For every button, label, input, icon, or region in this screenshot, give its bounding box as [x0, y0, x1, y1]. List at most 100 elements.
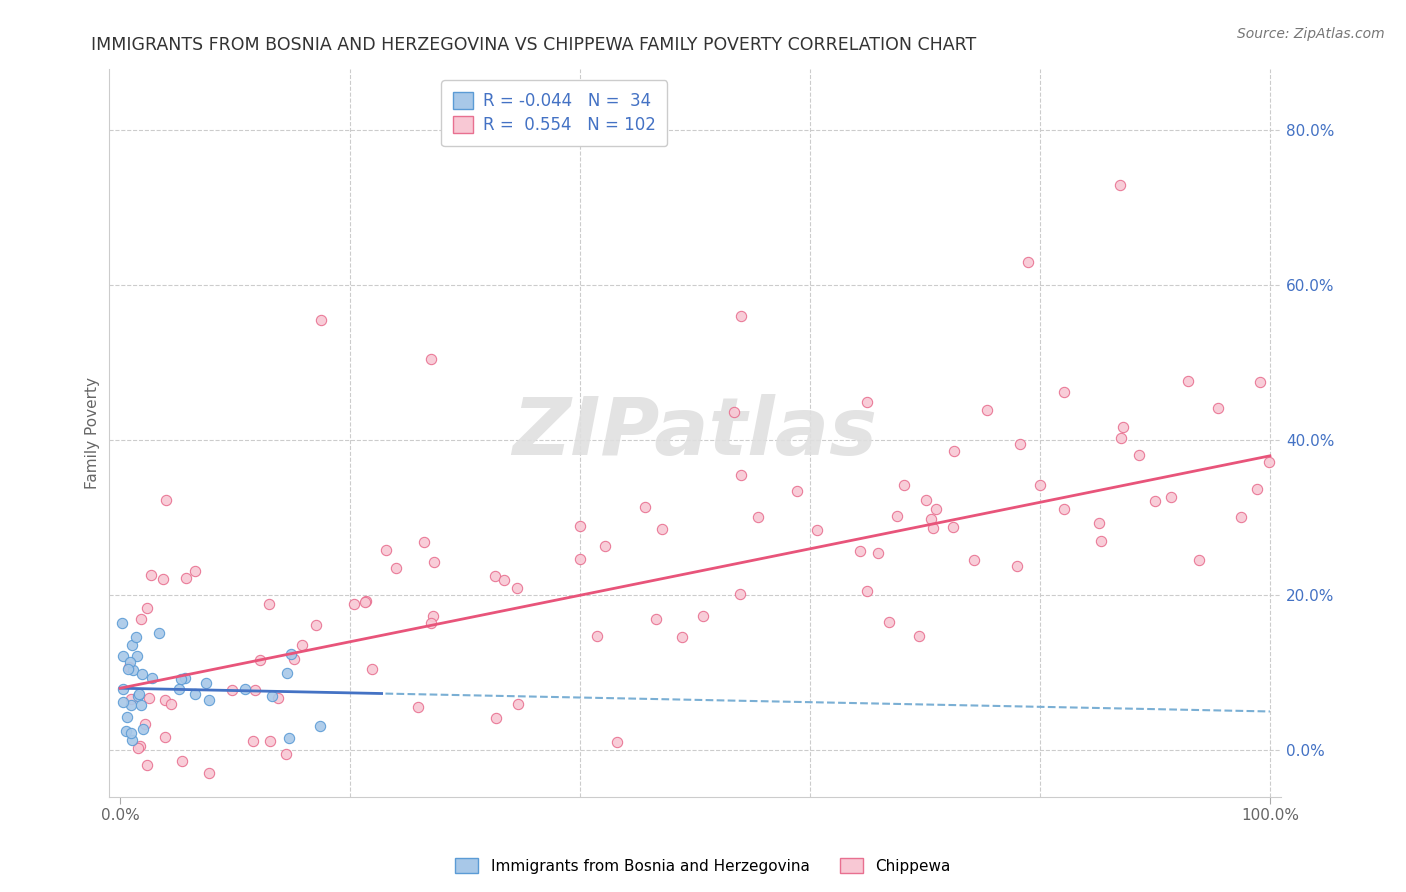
Point [1109, 431, 1132, 445]
Point [886, 508, 908, 523]
Point [1160, 490, 1182, 504]
Point [120, 698, 142, 712]
Point [170, 672, 193, 686]
Point [259, 734, 281, 748]
Point [361, 662, 384, 676]
Y-axis label: Family Poverty: Family Poverty [86, 376, 100, 489]
Point [730, 310, 752, 324]
Point [139, 567, 162, 582]
Point [283, 652, 305, 666]
Point [893, 478, 915, 492]
Point [111, 695, 134, 709]
Point [172, 754, 194, 768]
Point [920, 511, 942, 525]
Point [593, 539, 616, 553]
Legend: Immigrants from Bosnia and Herzegovina, Chippewa: Immigrants from Bosnia and Herzegovina, … [450, 852, 956, 880]
Point [291, 638, 314, 652]
Point [257, 597, 280, 611]
Point [569, 551, 592, 566]
Point [484, 569, 506, 583]
Text: ZIPatlas: ZIPatlas [513, 393, 877, 472]
Point [1206, 401, 1229, 416]
Point [976, 402, 998, 417]
Point [221, 683, 243, 698]
Point [173, 671, 195, 685]
Point [1143, 493, 1166, 508]
Point [1008, 436, 1031, 450]
Point [155, 493, 177, 508]
Point [127, 689, 149, 703]
Point [111, 648, 134, 663]
Point [111, 682, 134, 697]
Point [506, 697, 529, 711]
Point [634, 500, 657, 515]
Point [118, 660, 141, 674]
Point [419, 351, 441, 366]
Point [311, 313, 333, 327]
Legend: R = -0.044   N =  34, R =  0.554   N = 102: R = -0.044 N = 34, R = 0.554 N = 102 [441, 80, 668, 146]
Point [278, 731, 301, 746]
Point [138, 690, 160, 705]
Point [1249, 375, 1271, 389]
Point [505, 581, 527, 595]
Point [198, 766, 221, 780]
Point [134, 716, 156, 731]
Point [1005, 559, 1028, 574]
Point [131, 667, 153, 681]
Point [921, 521, 943, 535]
Point [806, 524, 828, 538]
Point [249, 653, 271, 667]
Point [484, 711, 506, 725]
Point [1109, 178, 1132, 192]
Point [121, 733, 143, 747]
Point [723, 405, 745, 419]
Point [242, 734, 264, 748]
Point [856, 394, 879, 409]
Point [160, 697, 183, 711]
Point [492, 573, 515, 587]
Point [343, 597, 366, 611]
Point [125, 630, 148, 644]
Point [1028, 477, 1050, 491]
Point [1017, 255, 1039, 269]
Point [868, 546, 890, 560]
Point [135, 758, 157, 772]
Point [153, 693, 176, 707]
Point [128, 687, 150, 701]
Point [129, 698, 152, 712]
Point [148, 626, 170, 640]
Point [131, 723, 153, 737]
Point [127, 740, 149, 755]
Point [153, 730, 176, 744]
Point [197, 692, 219, 706]
Point [127, 648, 149, 663]
Point [184, 687, 207, 701]
Point [122, 663, 145, 677]
Point [419, 616, 441, 631]
Point [925, 501, 948, 516]
Point [1053, 502, 1076, 516]
Point [1128, 448, 1150, 462]
Text: Source: ZipAtlas.com: Source: ZipAtlas.com [1237, 27, 1385, 41]
Point [111, 616, 134, 631]
Point [747, 510, 769, 524]
Point [118, 655, 141, 669]
Point [586, 629, 609, 643]
Point [1088, 516, 1111, 530]
Point [120, 726, 142, 740]
Point [406, 700, 429, 714]
Point [651, 522, 673, 536]
Point [274, 747, 297, 762]
Point [1112, 420, 1135, 434]
Point [183, 565, 205, 579]
Point [115, 723, 138, 738]
Point [942, 519, 965, 533]
Point [167, 681, 190, 696]
Point [915, 493, 938, 508]
Point [152, 572, 174, 586]
Point [671, 630, 693, 644]
Point [786, 483, 808, 498]
Point [121, 638, 143, 652]
Point [308, 719, 330, 733]
Point [1090, 533, 1112, 548]
